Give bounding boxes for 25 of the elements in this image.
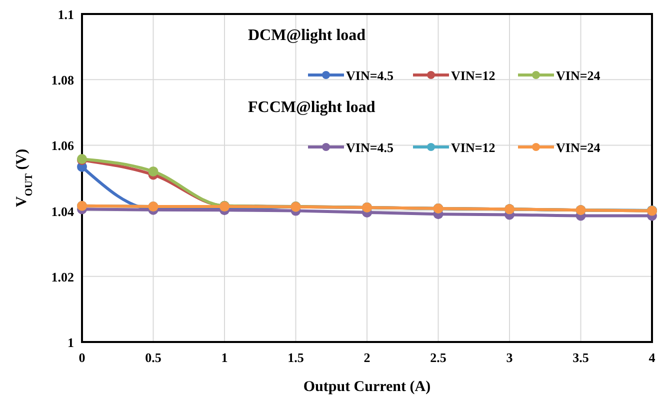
legend-label: VIN=4.5 <box>346 68 394 83</box>
y-tick-label: 1.08 <box>51 72 74 88</box>
legend-label: VIN=4.5 <box>346 140 394 155</box>
y-tick-label: 1.06 <box>51 138 74 154</box>
x-tick-label: 0.5 <box>145 350 162 365</box>
x-axis-title: Output Current (A) <box>303 379 431 395</box>
y-tick-label: 1.02 <box>51 269 74 284</box>
x-tick-label: 0 <box>78 350 86 365</box>
y-tick-label: 1.04 <box>51 204 74 219</box>
legend-label: VIN=24 <box>556 68 601 83</box>
x-tick-label: 4 <box>648 350 656 365</box>
y-tick-label: 1 <box>68 335 74 350</box>
point <box>148 166 158 176</box>
x-tick-label: 2 <box>364 350 370 365</box>
annotation: DCM@light load <box>248 27 366 44</box>
legend-label: VIN=24 <box>556 140 601 155</box>
x-tick-label: 1 <box>221 350 228 365</box>
x-tick-label: 1.5 <box>288 350 304 365</box>
annotation: FCCM@light load <box>248 99 376 116</box>
y-tick-label: 1.1 <box>58 7 74 22</box>
legend-label: VIN=12 <box>451 140 496 155</box>
legend-label: VIN=12 <box>451 68 496 83</box>
x-tick-label: 3.5 <box>572 350 590 365</box>
x-tick-label: 3 <box>506 350 514 365</box>
x-tick-label: 2.5 <box>430 350 447 365</box>
